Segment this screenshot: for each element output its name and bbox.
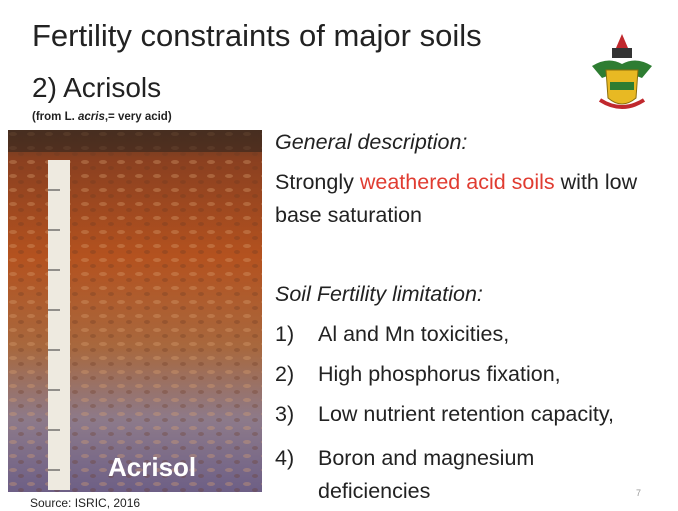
ety-italic: acris xyxy=(78,111,105,123)
list-item: 1) Al and Mn toxicities, xyxy=(275,322,675,347)
list-item: 2) High phosphorus fixation, xyxy=(275,362,675,387)
subtitle: 2) Acrisols xyxy=(32,72,162,103)
item-text: High phosphorus fixation, xyxy=(318,362,561,386)
logo xyxy=(592,34,652,109)
photo-label: Acrisol xyxy=(108,452,196,482)
slide-title: Fertility constraints of major soils xyxy=(32,18,482,53)
description-heading: General description: xyxy=(275,130,468,154)
ety-prefix: (from L. xyxy=(32,111,78,123)
page-number: 7 xyxy=(636,488,642,498)
item-text: Boron and magnesium deficiencies xyxy=(318,446,535,503)
desc-highlight: weathered acid soils xyxy=(359,170,555,194)
desc-part: Strongly xyxy=(275,170,360,194)
limitations-heading: Soil Fertility limitation: xyxy=(275,282,483,306)
soil-photo: Acrisol xyxy=(8,130,262,492)
item-number: 3) xyxy=(275,402,295,426)
desc-part: with low base saturation xyxy=(275,170,638,227)
item-text: Al and Mn toxicities, xyxy=(318,322,510,346)
etymology: (from L. acris,= very acid) xyxy=(32,111,172,123)
description-text: Strongly weathered acid soils with low b… xyxy=(275,166,675,232)
item-number: 4) xyxy=(275,446,295,470)
ety-suffix: ,= very acid) xyxy=(104,111,172,123)
item-number: 2) xyxy=(275,362,295,386)
list-item: 4) Boron and magnesium deficiencies xyxy=(275,442,585,508)
item-number: 1) xyxy=(275,322,295,346)
item-text: Low nutrient retention capacity, xyxy=(318,402,614,426)
list-item: 3) Low nutrient retention capacity, xyxy=(275,402,678,427)
photo-source: Source: ISRIC, 2016 xyxy=(30,496,141,510)
